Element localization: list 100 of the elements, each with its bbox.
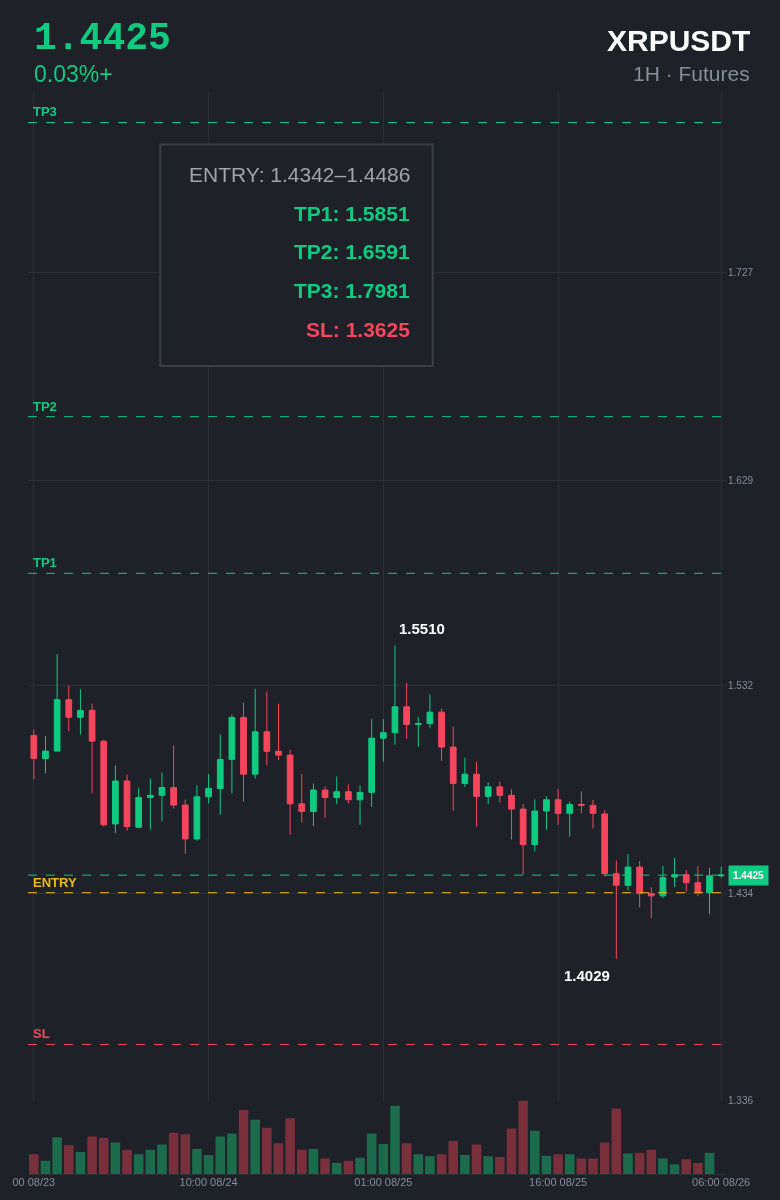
bar — [192, 1149, 202, 1174]
ref-line-label: SL — [33, 1026, 50, 1041]
text: 0.03%+ — [34, 61, 113, 87]
bar — [145, 1149, 156, 1174]
bar — [75, 1151, 86, 1174]
bar — [704, 1152, 715, 1174]
ref-line-label: TP3 — [33, 104, 57, 119]
y-tick-label: 1.532 — [728, 680, 754, 692]
candlestick — [554, 788, 562, 826]
bar — [180, 1134, 191, 1174]
bar — [658, 1158, 668, 1174]
bar — [343, 1160, 354, 1174]
candlestick — [589, 799, 597, 830]
x-tick-label: 06:00 08/26 — [692, 1176, 751, 1188]
annotation: TP3: 1.7981 — [294, 279, 410, 302]
bar — [471, 1144, 482, 1174]
annotation: 1.4029 — [564, 967, 610, 984]
bar — [669, 1164, 680, 1174]
bar — [646, 1149, 657, 1174]
x-tick-label: 00 08/23 — [12, 1176, 56, 1188]
candlestick — [484, 781, 492, 805]
bar — [623, 1153, 633, 1174]
candlestick — [473, 761, 480, 828]
bar — [52, 1137, 62, 1174]
y-tick-label: 1.336 — [728, 1095, 754, 1107]
candlestick — [228, 713, 236, 794]
bar — [506, 1128, 517, 1174]
bar — [599, 1142, 610, 1174]
bar — [238, 1110, 249, 1174]
candlestick — [240, 702, 247, 803]
bar — [553, 1154, 563, 1174]
annotation: TP2: 1.6591 — [294, 240, 410, 263]
bar — [273, 1143, 284, 1174]
candlestick — [612, 860, 620, 960]
annotation: TP1: 1.5851 — [294, 202, 410, 225]
candlestick — [53, 653, 61, 752]
candlestick — [30, 729, 38, 780]
bar — [693, 1162, 703, 1174]
bar — [262, 1127, 272, 1174]
ref-line-label: TP1 — [33, 555, 57, 570]
candlestick — [275, 703, 282, 761]
bar — [413, 1154, 424, 1174]
bar — [518, 1100, 528, 1174]
candlestick — [298, 773, 306, 824]
candlestick — [414, 716, 422, 748]
bar — [98, 1138, 109, 1174]
candlestick — [682, 869, 690, 893]
candlestick — [356, 784, 364, 826]
candlestick — [321, 785, 329, 819]
candlestick — [216, 733, 224, 816]
candlestick — [263, 690, 271, 766]
ref-line-label: TP2 — [33, 399, 57, 414]
bar — [681, 1159, 691, 1174]
candlestick — [193, 784, 201, 842]
y-tick-label: 1.727 — [728, 267, 754, 279]
candlestick — [543, 795, 550, 831]
candlestick — [647, 887, 655, 919]
bar — [355, 1157, 365, 1174]
candlestick — [42, 735, 49, 775]
candlestick — [601, 809, 609, 877]
candlestick — [403, 682, 410, 740]
bar — [168, 1132, 179, 1174]
bar — [285, 1118, 295, 1174]
candlestick — [566, 800, 574, 838]
bar — [495, 1157, 505, 1174]
bar — [203, 1154, 214, 1174]
annotation: SL: 1.3625 — [306, 318, 411, 341]
bar — [29, 1154, 39, 1174]
bar — [390, 1105, 400, 1174]
bar — [448, 1140, 458, 1174]
candlestick — [205, 773, 212, 804]
bar — [366, 1133, 377, 1174]
bar — [530, 1130, 540, 1174]
candlestick — [170, 744, 177, 809]
candlestick — [379, 718, 387, 763]
candlestick — [100, 739, 108, 828]
candlestick — [310, 782, 317, 827]
candlestick — [449, 726, 457, 812]
annotation: ENTRY: 1.4342–1.4486 — [189, 163, 411, 186]
bar — [215, 1136, 225, 1174]
bar — [227, 1133, 237, 1174]
candlestick — [636, 860, 643, 909]
bar — [308, 1149, 319, 1174]
bar — [460, 1154, 470, 1174]
bar — [378, 1143, 389, 1174]
candlestick — [251, 688, 259, 780]
bar — [483, 1156, 493, 1174]
candlestick — [391, 644, 399, 746]
bar — [250, 1119, 260, 1174]
candlestick — [135, 787, 143, 828]
bar — [157, 1144, 167, 1174]
bar — [331, 1162, 342, 1174]
candlestick — [508, 788, 515, 841]
x-tick-label: 10:00 08/24 — [179, 1176, 238, 1188]
ref-line-label: ENTRY — [33, 875, 77, 890]
candlestick — [519, 803, 527, 875]
bar — [110, 1142, 121, 1174]
bar — [133, 1154, 144, 1174]
bar — [87, 1136, 97, 1174]
bar — [588, 1158, 598, 1174]
